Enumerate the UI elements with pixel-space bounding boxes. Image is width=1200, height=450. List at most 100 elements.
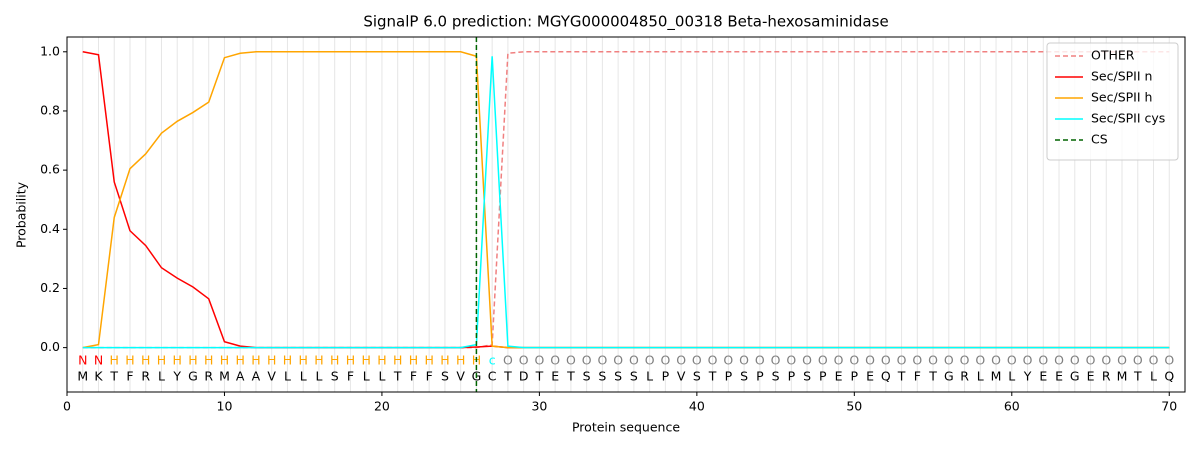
annotation: O [818,352,828,367]
legend-label: OTHER [1091,48,1135,63]
chart-title: SignalP 6.0 prediction: MGYG000004850_00… [363,13,888,32]
y-tick-label: 0.8 [40,102,60,117]
annotation: O [865,352,875,367]
residue: S [598,369,606,384]
residue: A [252,369,261,384]
residue: L [363,369,370,384]
x-tick-label: 70 [1161,399,1177,414]
residue: R [204,369,213,384]
residue: E [835,369,843,384]
legend-label: Sec/SPII h [1091,90,1152,105]
annotation: H [141,352,150,367]
annotation: H [361,352,370,367]
annotation: O [1023,352,1033,367]
annotation: O [723,352,733,367]
annotation: O [755,352,765,367]
annotation: O [629,352,639,367]
annotation: O [944,352,954,367]
residue: P [819,369,827,384]
residue: F [426,369,433,384]
residue: T [1133,369,1142,384]
y-tick-label: 0.0 [40,339,60,354]
annotation: H [173,352,182,367]
residue: G [944,369,954,384]
annotation: O [692,352,702,367]
annotation: H [267,352,276,367]
x-tick-label: 10 [217,399,233,414]
residue: C [488,369,497,384]
residue: Q [1164,369,1174,384]
residue: G [188,369,198,384]
residue: L [977,369,984,384]
residue: P [788,369,796,384]
annotation: O [928,352,938,367]
annotation: O [960,352,970,367]
residue: T [708,369,717,384]
series-line [82,51,1170,349]
residue: P [756,369,764,384]
residue: D [519,369,529,384]
annotation: O [975,352,985,367]
annotation: O [550,352,560,367]
annotation: H [220,352,229,367]
annotation: O [519,352,529,367]
annotation: O [1007,352,1017,367]
residue: T [109,369,118,384]
residue: T [566,369,575,384]
residue: T [503,369,512,384]
annotation: H [314,352,323,367]
residue: A [236,369,245,384]
x-axis-label: Protein sequence [572,420,680,435]
annotation: O [1054,352,1064,367]
x-tick-label: 30 [531,399,547,414]
series-line [82,56,1170,349]
residue: E [1087,369,1095,384]
residue: L [1150,369,1157,384]
annotation: O [1164,352,1174,367]
annotation: O [881,352,891,367]
annotation: H [188,352,197,367]
annotation: H [393,352,402,367]
annotation: N [78,352,87,367]
annotation: c [489,352,496,367]
annotation: H [409,352,418,367]
annotation: O [897,352,907,367]
residue: M [1117,369,1128,384]
annotation: O [597,352,607,367]
residue: T [535,369,544,384]
residue: S [772,369,780,384]
annotation: O [660,352,670,367]
residue: Q [881,369,891,384]
annotation: O [503,352,513,367]
annotation: O [834,352,844,367]
residue: P [725,369,733,384]
series-line [82,51,1170,349]
plot-frame [66,36,1186,393]
residue: S [693,369,701,384]
residue: S [740,369,748,384]
x-tick-label: 60 [1004,399,1020,414]
residue: V [677,369,686,384]
residue: L [284,369,291,384]
residue: R [960,369,969,384]
residue: R [141,369,150,384]
annotation: O [534,352,544,367]
annotation: O [991,352,1001,367]
residue: S [441,369,449,384]
residue: P [662,369,670,384]
x-tick-label: 0 [63,399,71,414]
series-line [82,51,1170,349]
x-tick-label: 20 [374,399,390,414]
residue: G [1070,369,1080,384]
annotation: O [1086,352,1096,367]
y-tick-label: 1.0 [40,43,60,58]
residue: V [456,369,465,384]
residue: L [646,369,653,384]
annotation: O [1038,352,1048,367]
annotation: H [236,352,245,367]
residue: T [897,369,906,384]
residue: E [1039,369,1047,384]
annotation: O [849,352,859,367]
legend-label: Sec/SPII cys [1091,111,1165,126]
